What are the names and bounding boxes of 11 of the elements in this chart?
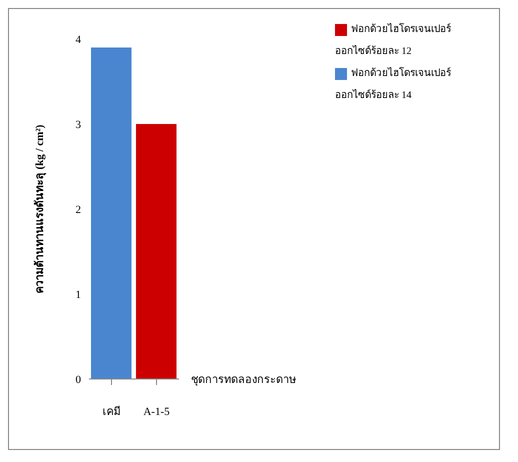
y-tick-label: 0 bbox=[76, 374, 82, 386]
legend-label: ฟอกด้วยไฮโดรเจนเปอร์ออกไซด์ร้อยละ 14 bbox=[335, 68, 451, 101]
legend-label: ฟอกด้วยไฮโดรเจนเปอร์ออกไซด์ร้อยละ 12 bbox=[335, 24, 451, 57]
y-tick-label: 2 bbox=[76, 204, 81, 216]
y-tick-label: 1 bbox=[76, 288, 81, 301]
y-axis-title: ความต้านทานแรงดันทะลุ (kg / cm²) bbox=[32, 124, 47, 294]
y-tick-label: 3 bbox=[76, 118, 82, 131]
x-axis-title: ชุดการทดลองกระดาษ bbox=[191, 374, 296, 386]
y-tick-label: 4 bbox=[76, 34, 82, 46]
x-tick-label: เคมี bbox=[102, 404, 120, 418]
x-tick-label: A-1-5 bbox=[143, 406, 170, 418]
